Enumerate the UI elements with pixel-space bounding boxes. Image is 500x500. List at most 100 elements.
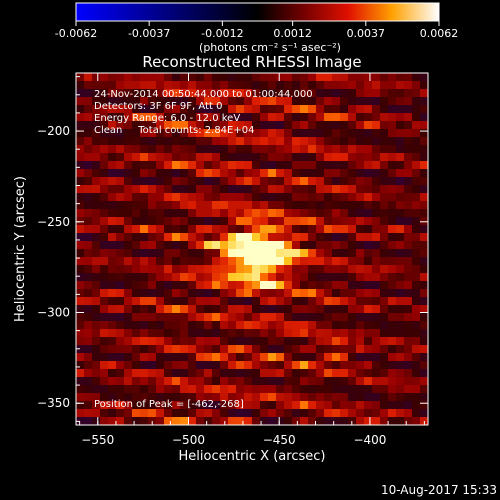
- heatmap-pixel: [124, 345, 133, 354]
- heatmap-pixel: [196, 217, 205, 226]
- heatmap-pixel: [260, 105, 269, 114]
- heatmap-pixel: [244, 145, 253, 154]
- heatmap-pixel: [340, 417, 349, 425]
- heatmap-pixel: [420, 113, 428, 122]
- heatmap-pixel: [324, 225, 333, 234]
- heatmap-pixel: [220, 249, 229, 258]
- heatmap-pixel: [100, 417, 109, 425]
- heatmap-pixel: [108, 393, 117, 402]
- heatmap-pixel: [388, 169, 397, 178]
- heatmap-pixel: [116, 361, 125, 370]
- heatmap-pixel: [300, 105, 309, 114]
- heatmap-pixel: [412, 129, 421, 138]
- heatmap-pixel: [284, 329, 293, 338]
- heatmap-pixel: [356, 297, 365, 306]
- heatmap-pixel: [380, 241, 389, 250]
- heatmap-pixel: [244, 417, 253, 425]
- heatmap-pixel: [324, 89, 333, 98]
- heatmap-pixel: [228, 153, 237, 162]
- heatmap-pixel: [76, 113, 85, 122]
- heatmap-pixel: [356, 145, 365, 154]
- heatmap-pixel: [388, 113, 397, 122]
- heatmap-pixel: [172, 169, 181, 178]
- heatmap-pixel: [220, 305, 229, 314]
- heatmap-pixel: [260, 361, 269, 370]
- heatmap-pixel: [196, 401, 205, 410]
- heatmap-pixel: [388, 249, 397, 258]
- heatmap-pixel: [84, 313, 93, 322]
- heatmap-pixel: [116, 305, 125, 314]
- heatmap-pixel: [236, 393, 245, 402]
- heatmap-pixel: [132, 193, 141, 202]
- heatmap-pixel: [220, 89, 229, 98]
- heatmap-pixel: [412, 321, 421, 330]
- heatmap-pixel: [132, 153, 141, 162]
- heatmap-pixel: [300, 89, 309, 98]
- heatmap-pixel: [212, 185, 221, 194]
- heatmap-pixel: [396, 97, 405, 106]
- heatmap-pixel: [308, 113, 317, 122]
- heatmap-pixel: [212, 169, 221, 178]
- heatmap-pixel: [204, 153, 213, 162]
- heatmap-pixel: [412, 73, 421, 82]
- heatmap-pixel: [188, 281, 197, 290]
- heatmap-pixel: [412, 137, 421, 146]
- heatmap-pixel: [76, 361, 85, 370]
- heatmap-pixel: [412, 393, 421, 402]
- heatmap-pixel: [92, 201, 101, 210]
- heatmap-pixel: [356, 129, 365, 138]
- heatmap-pixel: [196, 129, 205, 138]
- heatmap-pixel: [180, 345, 189, 354]
- heatmap-pixel: [132, 265, 141, 274]
- heatmap-pixel: [340, 129, 349, 138]
- heatmap-pixel: [108, 265, 117, 274]
- heatmap-pixel: [196, 169, 205, 178]
- heatmap-pixel: [388, 361, 397, 370]
- heatmap-pixel: [204, 265, 213, 274]
- heatmap-pixel: [284, 73, 293, 82]
- heatmap-pixel: [252, 137, 261, 146]
- heatmap-pixel: [212, 217, 221, 226]
- heatmap-pixel: [268, 265, 277, 274]
- heatmap-pixel: [108, 81, 117, 90]
- heatmap-pixel: [172, 377, 181, 386]
- heatmap-pixel: [220, 257, 229, 266]
- heatmap-pixel: [356, 81, 365, 90]
- heatmap-pixel: [244, 73, 253, 82]
- heatmap-pixel: [180, 217, 189, 226]
- heatmap-pixel: [380, 145, 389, 154]
- heatmap-pixel: [252, 257, 261, 266]
- heatmap-pixel: [228, 313, 237, 322]
- heatmap-pixel: [292, 305, 301, 314]
- heatmap-pixel: [348, 217, 357, 226]
- heatmap-pixel: [228, 353, 237, 362]
- heatmap-pixel: [220, 105, 229, 114]
- heatmap-pixel: [228, 193, 237, 202]
- heatmap-pixel: [236, 145, 245, 154]
- heatmap-pixel: [84, 273, 93, 282]
- heatmap-pixel: [308, 201, 317, 210]
- heatmap-pixel: [260, 233, 269, 242]
- heatmap-pixel: [76, 369, 85, 378]
- heatmap-pixel: [252, 113, 261, 122]
- heatmap-pixel: [92, 113, 101, 122]
- heatmap-pixel: [100, 249, 109, 258]
- heatmap-pixel: [204, 217, 213, 226]
- colorbar-ticks: -0.0062 -0.0037 -0.0012 0.0012 0.0037 0.0062: [55, 21, 458, 40]
- heatmap-pixel: [300, 265, 309, 274]
- heatmap-pixel: [196, 361, 205, 370]
- heatmap-pixel: [180, 81, 189, 90]
- heatmap-pixel: [364, 225, 373, 234]
- heatmap-pixel: [276, 217, 285, 226]
- heatmap-pixel: [252, 73, 261, 82]
- heatmap-pixel: [196, 121, 205, 130]
- heatmap-pixel: [204, 169, 213, 178]
- heatmap-pixel: [372, 177, 381, 186]
- heatmap-pixel: [396, 241, 405, 250]
- heatmap-pixel: [300, 385, 309, 394]
- heatmap-pixel: [420, 97, 428, 106]
- heatmap-pixel: [124, 217, 133, 226]
- heatmap-pixel: [396, 137, 405, 146]
- heatmap-pixel: [148, 113, 157, 122]
- heatmap-pixel: [284, 273, 293, 282]
